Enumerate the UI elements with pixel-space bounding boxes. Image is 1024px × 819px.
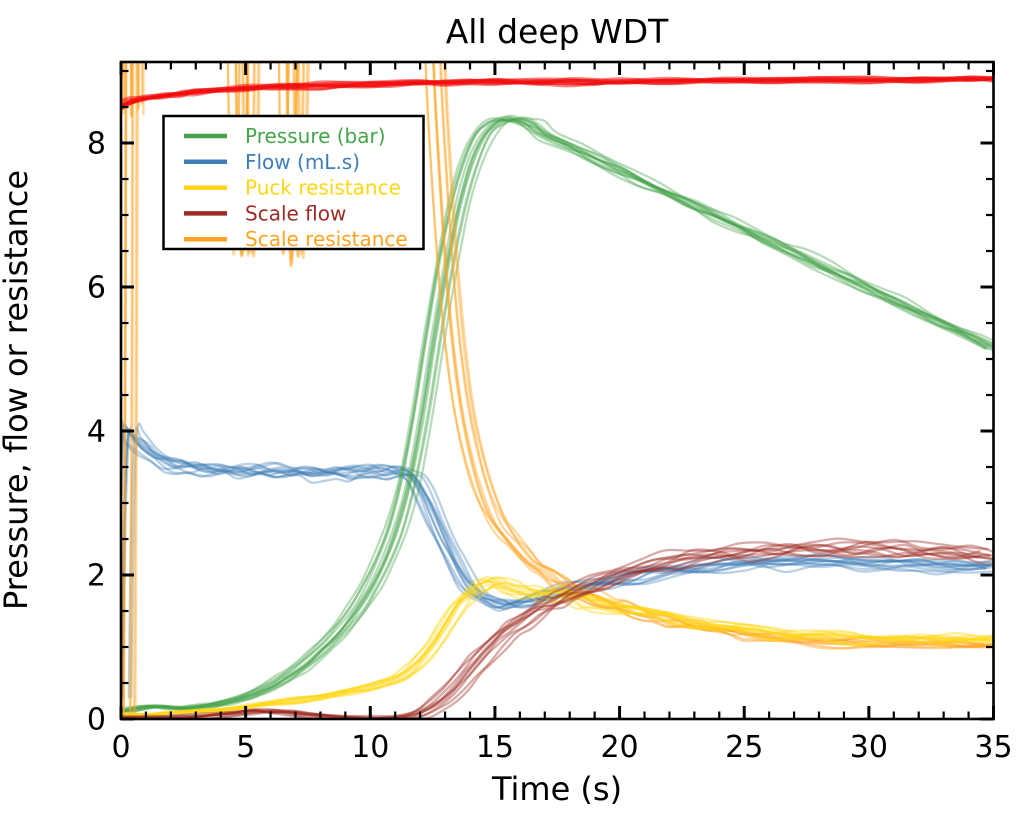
- y-tick-label: 8: [87, 127, 106, 162]
- scale-resistance-trace: [122, 62, 993, 719]
- puck-resistance-trace: [121, 578, 989, 716]
- scale-flow-trace: [122, 538, 994, 719]
- puck-resistance-trace: [121, 583, 991, 718]
- scale-flow-trace: [126, 545, 994, 719]
- puck-resistance-trace: [131, 581, 994, 716]
- puck-resistance-trace: [121, 580, 994, 716]
- puck-resistance-trace: [122, 576, 994, 716]
- pressure-trace: [127, 118, 994, 714]
- pressure-trace: [122, 117, 994, 714]
- x-tick-label: 15: [476, 730, 514, 765]
- series-curves: [121, 62, 994, 719]
- pressure-trace: [132, 117, 994, 714]
- x-axis-label: Time (s): [491, 770, 622, 808]
- flow-trace: [130, 422, 994, 698]
- x-tick-label: 5: [236, 730, 255, 765]
- x-tick-label: 20: [600, 730, 638, 765]
- puck-resistance-trace: [122, 575, 994, 716]
- pressure-trace: [121, 115, 988, 712]
- scale-flow-trace: [121, 543, 981, 719]
- x-tick-label: 0: [111, 730, 130, 765]
- scale-resistance-trace: [121, 62, 985, 648]
- scale-flow-trace: [121, 551, 982, 719]
- x-tick-label: 35: [974, 730, 1012, 765]
- x-tick-label: 10: [351, 730, 389, 765]
- scale-resistance-trace: [122, 62, 993, 719]
- pressure-trace: [121, 118, 989, 712]
- scale-resistance-trace: [121, 62, 992, 719]
- flow-trace: [121, 431, 986, 612]
- puck-resistance-trace: [121, 580, 994, 716]
- legend-item-puck-resistance: Puck resistance: [184, 176, 401, 200]
- plot-spines: [119, 60, 995, 721]
- legend-item-pressure: Pressure (bar): [184, 124, 386, 148]
- scale-flow-trace: [121, 541, 992, 719]
- legend-item-scale-resistance: Scale resistance: [184, 227, 408, 251]
- x-tick-label: 30: [850, 730, 888, 765]
- y-tick-label: 6: [87, 271, 106, 306]
- pressure-trace: [121, 117, 986, 710]
- flow-trace: [121, 425, 993, 602]
- scale-resistance-trace: [134, 62, 994, 719]
- flow-trace: [121, 431, 988, 609]
- pressure-trace: [122, 118, 994, 714]
- scale-resistance-trace: [121, 62, 985, 647]
- scale-flow-trace: [121, 537, 990, 718]
- pressure-trace: [121, 114, 994, 714]
- flow-trace: [121, 424, 991, 611]
- legend-item-flow: Flow (mL.s): [184, 150, 360, 174]
- legend-label-scale-flow: Scale flow: [245, 201, 346, 225]
- flow-trace: [121, 429, 994, 700]
- pressure-trace: [121, 118, 988, 712]
- legend-label-pressure: Pressure (bar): [245, 124, 386, 148]
- flow-trace: [121, 427, 994, 699]
- y-tick-label: 2: [87, 559, 106, 594]
- legend-label-scale-resistance: Scale resistance: [245, 227, 408, 251]
- flow-trace: [121, 432, 994, 701]
- x-tick-label: 25: [725, 730, 763, 765]
- scale-flow-trace: [122, 546, 994, 719]
- puck-resistance-trace: [132, 576, 994, 717]
- flow-trace: [121, 423, 991, 606]
- puck-resistance-trace: [121, 585, 994, 719]
- scale-resistance-trace: [132, 62, 994, 719]
- red-line-trace: [121, 75, 994, 107]
- pressure-trace: [121, 116, 994, 714]
- flow-trace: [121, 418, 987, 606]
- legend-label-flow: Flow (mL.s): [245, 150, 360, 174]
- legend: Pressure (bar)Flow (mL.s)Puck resistance…: [162, 114, 425, 251]
- y-axis-label: Pressure, flow or resistance: [0, 170, 35, 610]
- scale-flow-trace: [131, 545, 994, 719]
- puck-resistance-trace: [123, 583, 994, 719]
- pressure-trace: [121, 119, 994, 714]
- legend-item-scale-flow: Scale flow: [184, 201, 346, 225]
- scale-flow-trace: [134, 546, 990, 719]
- scale-resistance-trace: [128, 62, 994, 719]
- flow-trace: [121, 428, 994, 699]
- legend-label-puck-resistance: Puck resistance: [245, 176, 401, 200]
- chart-title: All deep WDT: [446, 12, 669, 51]
- axes: 0 5 10 15 20 25 30 35 0 2 4 6 8: [87, 60, 1013, 765]
- pressure-trace: [126, 116, 994, 713]
- scale-resistance-trace: [129, 62, 994, 719]
- y-tick-label: 0: [87, 703, 106, 738]
- y-tick-label: 4: [87, 415, 106, 450]
- flow-trace: [127, 426, 994, 699]
